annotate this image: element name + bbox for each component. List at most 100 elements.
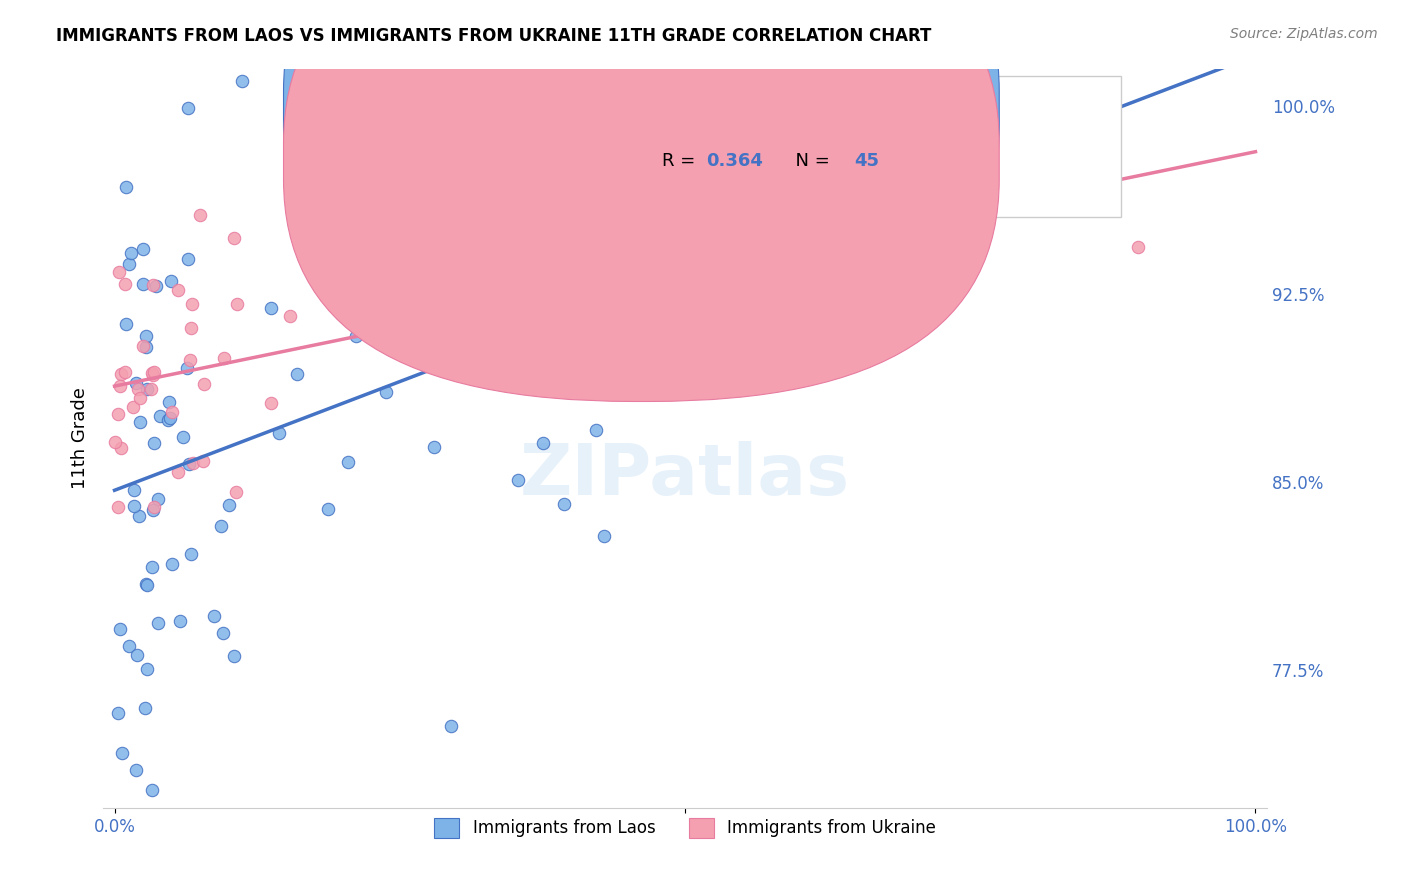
Immigrants from Laos [180,547,202,561]
Immigrants from Laos [118,257,141,271]
Immigrants from Ukraine [107,407,129,421]
Text: R =: R = [662,93,700,111]
Immigrants from Laos [160,557,183,571]
Immigrants from Ukraine [188,208,211,222]
Immigrants from Laos [146,491,169,506]
Immigrants from Laos [440,719,463,733]
Immigrants from Laos [260,301,283,315]
Immigrants from Ukraine [180,297,202,311]
Immigrants from Ukraine [122,400,145,414]
Immigrants from Laos [316,502,339,516]
Immigrants from Ukraine [110,378,132,392]
Immigrants from Ukraine [214,351,236,365]
Immigrants from Laos [135,329,157,343]
Immigrants from Laos [142,503,165,517]
Immigrants from Laos [136,662,159,676]
Immigrants from Ukraine [143,365,166,379]
Immigrants from Laos [125,376,148,391]
Immigrants from Ukraine [142,368,165,382]
Immigrants from Laos [118,639,141,653]
Immigrants from Laos [231,74,253,88]
Immigrants from Ukraine [139,382,162,396]
Immigrants from Ukraine [717,243,740,257]
Immigrants from Laos [172,430,194,444]
Immigrants from Laos [141,783,163,797]
Immigrants from Ukraine [162,404,184,418]
Immigrants from Laos [107,706,129,720]
Immigrants from Ukraine [114,365,136,379]
Immigrants from Ukraine [260,396,283,410]
Immigrants from Laos [134,701,156,715]
Immigrants from Laos [344,328,367,343]
Immigrants from Laos [135,382,157,396]
Immigrants from Ukraine [167,465,190,479]
Y-axis label: 11th Grade: 11th Grade [72,387,89,490]
Text: R =: R = [662,152,700,170]
Immigrants from Laos [177,101,200,115]
Immigrants from Ukraine [104,434,127,449]
Immigrants from Laos [141,560,163,574]
Immigrants from Ukraine [225,484,247,499]
FancyBboxPatch shape [609,76,1122,217]
Immigrants from Ukraine [143,500,166,515]
Immigrants from Laos [470,74,492,88]
Immigrants from Laos [145,279,167,293]
Immigrants from Laos [157,413,180,427]
Text: 0.364: 0.364 [706,152,763,170]
Immigrants from Laos [136,577,159,591]
Immigrants from Laos [132,242,155,256]
Immigrants from Laos [135,577,157,591]
Immigrants from Laos [129,415,152,429]
Immigrants from Ukraine [778,251,800,265]
Immigrants from Ukraine [110,442,132,456]
Immigrants from Ukraine [127,382,149,396]
Immigrants from Laos [503,252,526,267]
Text: 74: 74 [853,93,879,111]
Immigrants from Laos [149,409,172,423]
Immigrants from Laos [422,440,444,454]
FancyBboxPatch shape [284,0,1000,350]
Immigrants from Laos [329,225,352,239]
Immigrants from Laos [209,519,232,533]
Immigrants from Ukraine [142,277,165,292]
Immigrants from Ukraine [226,297,249,311]
Immigrants from Ukraine [527,319,550,334]
Immigrants from Ukraine [114,277,136,292]
Immigrants from Ukraine [1126,240,1149,254]
Immigrants from Laos [110,747,132,761]
Immigrants from Ukraine [808,156,831,170]
Immigrants from Ukraine [107,500,129,515]
Text: N =: N = [785,152,835,170]
Text: ZIPatlas: ZIPatlas [520,441,851,510]
Immigrants from Ukraine [224,231,246,245]
Immigrants from Laos [481,310,503,325]
Immigrants from Laos [146,615,169,630]
Immigrants from Laos [120,246,142,260]
Immigrants from Laos [108,622,131,636]
Immigrants from Laos [593,529,616,543]
Immigrants from Laos [211,625,233,640]
Immigrants from Laos [506,473,529,487]
Immigrants from Laos [114,317,136,331]
Immigrants from Ukraine [132,339,155,353]
Immigrants from Laos [143,436,166,450]
Immigrants from Laos [160,274,183,288]
Text: Source: ZipAtlas.com: Source: ZipAtlas.com [1230,27,1378,41]
Immigrants from Laos [336,455,359,469]
FancyBboxPatch shape [284,0,1000,401]
Immigrants from Ukraine [278,309,301,323]
Immigrants from Laos [176,252,198,266]
Immigrants from Ukraine [179,353,201,368]
Immigrants from Laos [510,262,533,277]
Immigrants from Laos [125,648,148,663]
Immigrants from Ukraine [181,456,204,470]
Immigrants from Ukraine [191,454,214,468]
Immigrants from Laos [482,143,505,157]
Immigrants from Laos [374,384,396,399]
Immigrants from Ukraine [193,376,215,391]
Immigrants from Laos [285,367,308,381]
Immigrants from Ukraine [128,391,150,405]
Immigrants from Laos [614,75,637,89]
Immigrants from Laos [157,395,180,409]
Immigrants from Ukraine [619,244,641,258]
